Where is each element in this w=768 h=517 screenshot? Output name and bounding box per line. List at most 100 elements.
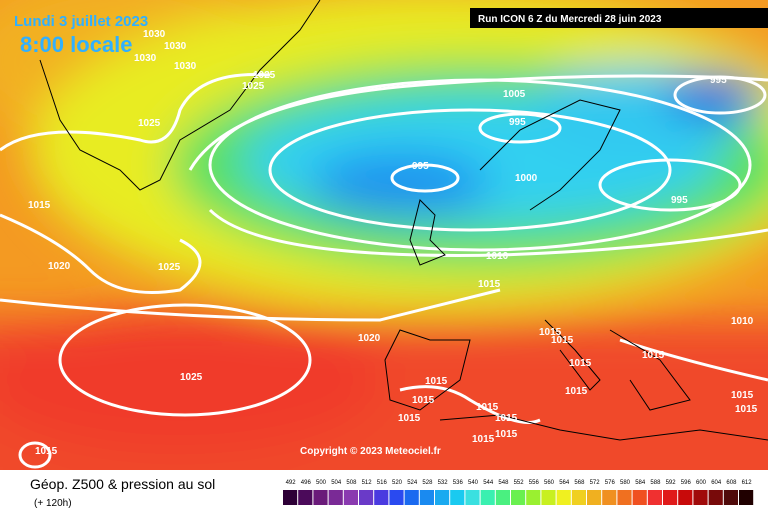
- scale-label: 592: [666, 480, 677, 486]
- isobar-label: 995: [710, 75, 727, 86]
- scale-swatch: [602, 490, 617, 505]
- isobar-label: 1025: [242, 81, 265, 92]
- scale-swatch: [541, 490, 556, 505]
- scale-label: 520: [392, 480, 403, 486]
- isobar: [390, 163, 460, 193]
- scale-label: 564: [559, 480, 570, 486]
- scale-swatch: [389, 490, 404, 505]
- scale-label: 572: [590, 480, 601, 486]
- scale-swatch: [419, 490, 434, 505]
- run-banner: [470, 8, 768, 28]
- isobar-label: 1015: [495, 429, 518, 440]
- scale-swatch: [465, 490, 480, 505]
- scale-label: 544: [483, 480, 494, 486]
- field-blue: [665, 73, 765, 117]
- coastline: [609, 329, 691, 411]
- isobar-label: 1015: [28, 200, 51, 211]
- scale-swatch: [571, 490, 586, 505]
- coastline: [544, 319, 601, 391]
- scale-swatch: [450, 490, 465, 505]
- isobar: [18, 441, 52, 469]
- scale-swatch: [435, 490, 450, 505]
- scale-swatch: [495, 490, 510, 505]
- isobar-label: 1015: [425, 376, 448, 387]
- isobar-label: 995: [412, 161, 429, 172]
- scale-label: 504: [331, 480, 342, 486]
- isobar: [188, 74, 768, 171]
- run-info: Run ICON 6 Z du Mercredi 28 juin 2023: [478, 14, 662, 25]
- scale-label: 536: [453, 480, 464, 486]
- scale-swatch: [556, 490, 571, 505]
- isobar-label: 1015: [478, 279, 501, 290]
- isobar-label: 1015: [642, 350, 665, 361]
- scale-label: 524: [407, 480, 418, 486]
- coastline: [479, 99, 621, 211]
- scale-swatch: [739, 490, 754, 505]
- scale-label: 552: [514, 480, 525, 486]
- isobar-label: 1000: [515, 173, 538, 184]
- scale-swatch: [313, 490, 328, 505]
- isobar-label: 1025: [138, 118, 161, 129]
- caption-lead: (+ 120h): [34, 498, 72, 509]
- scale-label: 588: [650, 480, 661, 486]
- scale-swatch: [526, 490, 541, 505]
- scale-swatch: [632, 490, 647, 505]
- scale-label: 568: [574, 480, 585, 486]
- scale-swatch: [480, 490, 495, 505]
- isobars: [0, 72, 768, 469]
- scale-swatch: [617, 490, 632, 505]
- isobar-label: 1030: [164, 41, 187, 52]
- scale-label: 560: [544, 480, 555, 486]
- isobar-label: 1010: [731, 316, 754, 327]
- scale-swatch: [663, 490, 678, 505]
- isobar-label: 1015: [539, 327, 562, 338]
- isobar-label: 1015: [731, 390, 754, 401]
- scale-swatch: [404, 490, 419, 505]
- isobar-label: 1015: [735, 404, 758, 415]
- isobar-label: 1015: [472, 434, 495, 445]
- isobar: [0, 213, 202, 294]
- isobar-label: 1015: [565, 386, 588, 397]
- isobar-label: 1025: [158, 262, 181, 273]
- isobar-label: 1005: [503, 89, 526, 100]
- scale-label: 612: [742, 480, 753, 486]
- scale-label: 608: [726, 480, 737, 486]
- isobar-label: 1025: [180, 372, 203, 383]
- scale-swatch: [298, 490, 313, 505]
- copyright: Copyright © 2023 Meteociel.fr: [300, 446, 441, 457]
- coastlines: [39, 0, 768, 441]
- isobar-label: 1025: [253, 70, 276, 81]
- scale-swatch: [283, 490, 298, 505]
- isobar-label: 1015: [35, 446, 58, 457]
- scale-label: 496: [301, 480, 312, 486]
- scale-label: 500: [316, 480, 327, 486]
- scale-label: 540: [468, 480, 479, 486]
- isobar: [0, 288, 501, 322]
- field-red: [0, 310, 380, 450]
- forecast-time: 8:00 locale: [20, 32, 133, 57]
- isobar-label: 1030: [134, 53, 157, 64]
- isobar: [58, 303, 312, 417]
- scale-label: 548: [498, 480, 509, 486]
- scale-label: 600: [696, 480, 707, 486]
- isobar-label: 1020: [48, 261, 71, 272]
- isobar: [399, 385, 541, 424]
- isobar-label: 995: [671, 195, 688, 206]
- scale-label: 528: [422, 480, 433, 486]
- isobar: [598, 158, 742, 212]
- scale-label: 576: [605, 480, 616, 486]
- isobar-label: 1015: [551, 335, 574, 346]
- scale-label: 596: [681, 480, 692, 486]
- scale-label: 512: [362, 480, 373, 486]
- forecast-date: Lundi 3 juillet 2023: [14, 13, 148, 30]
- scale-swatch: [374, 490, 389, 505]
- coastline: [409, 199, 446, 266]
- isobar-label: 1015: [412, 395, 435, 406]
- scale-swatch: [678, 490, 693, 505]
- isobar: [0, 72, 271, 152]
- coastline: [439, 414, 768, 441]
- coastline: [39, 0, 321, 191]
- isobar-label: 1020: [358, 333, 381, 344]
